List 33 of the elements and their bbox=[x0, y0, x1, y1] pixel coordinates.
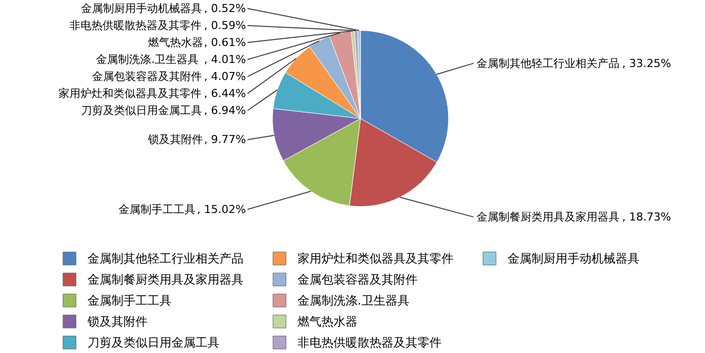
slice-label: 燃气热水器 bbox=[148, 36, 203, 50]
slice-label: 锁及其附件 bbox=[147, 133, 203, 146]
slice-label: 金属制洗涤.卫生器具 bbox=[96, 53, 199, 66]
legend-label: 金属制厨用手动机械器具 bbox=[508, 252, 640, 266]
slice-label: 刀剪及类似日用金属工具 bbox=[80, 104, 202, 118]
legend-label: 金属制餐厨类用具及家用器具 bbox=[88, 272, 244, 286]
slice-label: 金属制手工工具 bbox=[118, 202, 196, 216]
data-label: , 6.94% bbox=[204, 104, 246, 118]
legend-label: 金属制手工工具 bbox=[88, 294, 172, 308]
data-label: , 4.07% bbox=[204, 70, 246, 84]
data-label: , 6.44% bbox=[204, 87, 246, 100]
slice-label: 非电热供暖散热器及其零件 bbox=[70, 19, 202, 32]
legend-label: 金属包装容器及其附件 bbox=[298, 272, 418, 286]
legend-label: 家用炉灶和类似器具及其零件 bbox=[298, 252, 454, 266]
data-label: , 4.01% bbox=[204, 53, 246, 66]
slice-label: 金属制餐厨类用具及家用器具 bbox=[476, 210, 620, 224]
slice-label: 家用炉灶和类似器具及其零件 bbox=[58, 87, 202, 100]
data-label: , 9.77% bbox=[204, 133, 246, 146]
slice-label: 金属包装容器及其附件 bbox=[92, 70, 202, 84]
legend-label: 锁及其附件 bbox=[86, 314, 148, 328]
slice-label: 金属制其他轻工行业相关产品 bbox=[476, 56, 620, 70]
data-label: , 15.02% bbox=[197, 202, 246, 216]
legend-label: 金属制洗涤.卫生器具 bbox=[298, 294, 410, 308]
legend-label: 金属制其他轻工行业相关产品 bbox=[88, 252, 244, 266]
data-label: , 0.59% bbox=[204, 19, 246, 32]
data-label: , 0.52% bbox=[204, 2, 246, 16]
legend-label: 燃气热水器 bbox=[298, 314, 358, 328]
data-label: , 0.61% bbox=[204, 36, 246, 50]
legend-label: 非电热供暖散热器及其零件 bbox=[298, 336, 442, 350]
data-label: , 33.25% bbox=[622, 56, 672, 70]
data-label: , 18.73% bbox=[622, 210, 672, 224]
slice-label: 金属制厨用手动机械器具 bbox=[80, 2, 202, 16]
legend-label: 刀剪及类似日用金属工具 bbox=[88, 336, 220, 350]
